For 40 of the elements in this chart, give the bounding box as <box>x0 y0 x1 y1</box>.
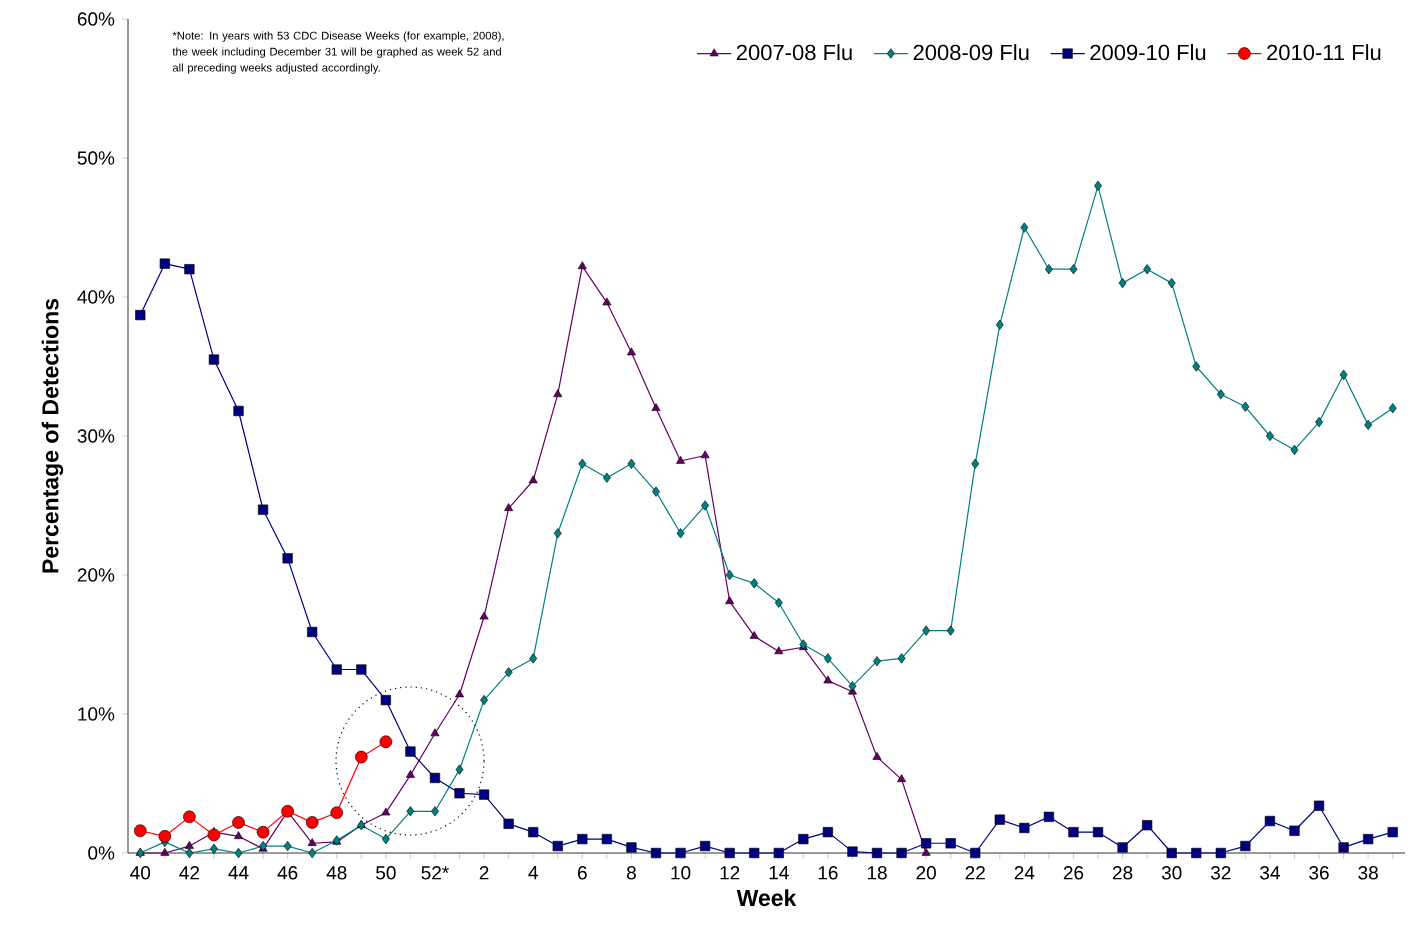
x-tick-label: 18 <box>867 866 887 880</box>
y-tick-label: 50% <box>77 151 115 165</box>
y-tick-label: 60% <box>77 12 115 26</box>
legend-label: 2007-08 Flu <box>736 44 852 61</box>
x-tick-label: 24 <box>1014 866 1035 880</box>
x-tick-label: 16 <box>818 866 838 880</box>
y-axis-title: Percentage of Detections <box>41 298 64 573</box>
x-tick-label: 30 <box>1161 866 1182 880</box>
x-tick-label: 6 <box>578 866 587 880</box>
x-tick-label: 26 <box>1063 866 1084 880</box>
y-tick-label: 10% <box>78 707 115 721</box>
x-tick-label: 46 <box>277 866 298 880</box>
x-tick-label: 20 <box>916 866 936 880</box>
y-tick-label: 0% <box>88 846 115 860</box>
x-tick-label: 52* <box>421 866 449 880</box>
x-tick-label: 44 <box>228 866 249 880</box>
legend-label: 2010-11 Flu <box>1267 44 1381 61</box>
annotation: *Note: In years with 53 CDC Disease Weeks (for example, 2008), the week including December 31 will be graphed as week 52 and all preceding weeks adjusted accordingly. <box>172 31 504 74</box>
x-tick-label: 2 <box>479 866 489 880</box>
x-tick-label: 4 <box>528 866 538 880</box>
x-tick-label: 28 <box>1112 866 1133 880</box>
x-tick-label: 42 <box>179 866 200 880</box>
x-tick-label: 48 <box>326 866 347 880</box>
legend-label: 2009-10 Flu <box>1090 44 1206 61</box>
x-tick-label: 40 <box>130 866 151 880</box>
x-tick-label: 22 <box>965 866 985 880</box>
x-tick-label: 14 <box>769 866 789 880</box>
x-tick-label: 50 <box>376 866 396 880</box>
y-tick-label: 20% <box>77 568 115 582</box>
x-tick-label: 8 <box>626 866 636 880</box>
legend-label: 2008-09 Flu <box>913 44 1029 61</box>
x-tick-label: 38 <box>1358 866 1378 880</box>
x-tick-label: 12 <box>720 866 740 880</box>
x-tick-label: 10 <box>671 866 691 880</box>
x-tick-label: 32 <box>1210 866 1231 880</box>
y-tick-label: 30% <box>77 429 115 443</box>
x-tick-label: 36 <box>1309 866 1329 880</box>
y-tick-label: 40% <box>77 290 115 304</box>
x-tick-label: 34 <box>1260 866 1280 880</box>
x-axis-title: Week <box>736 889 797 907</box>
